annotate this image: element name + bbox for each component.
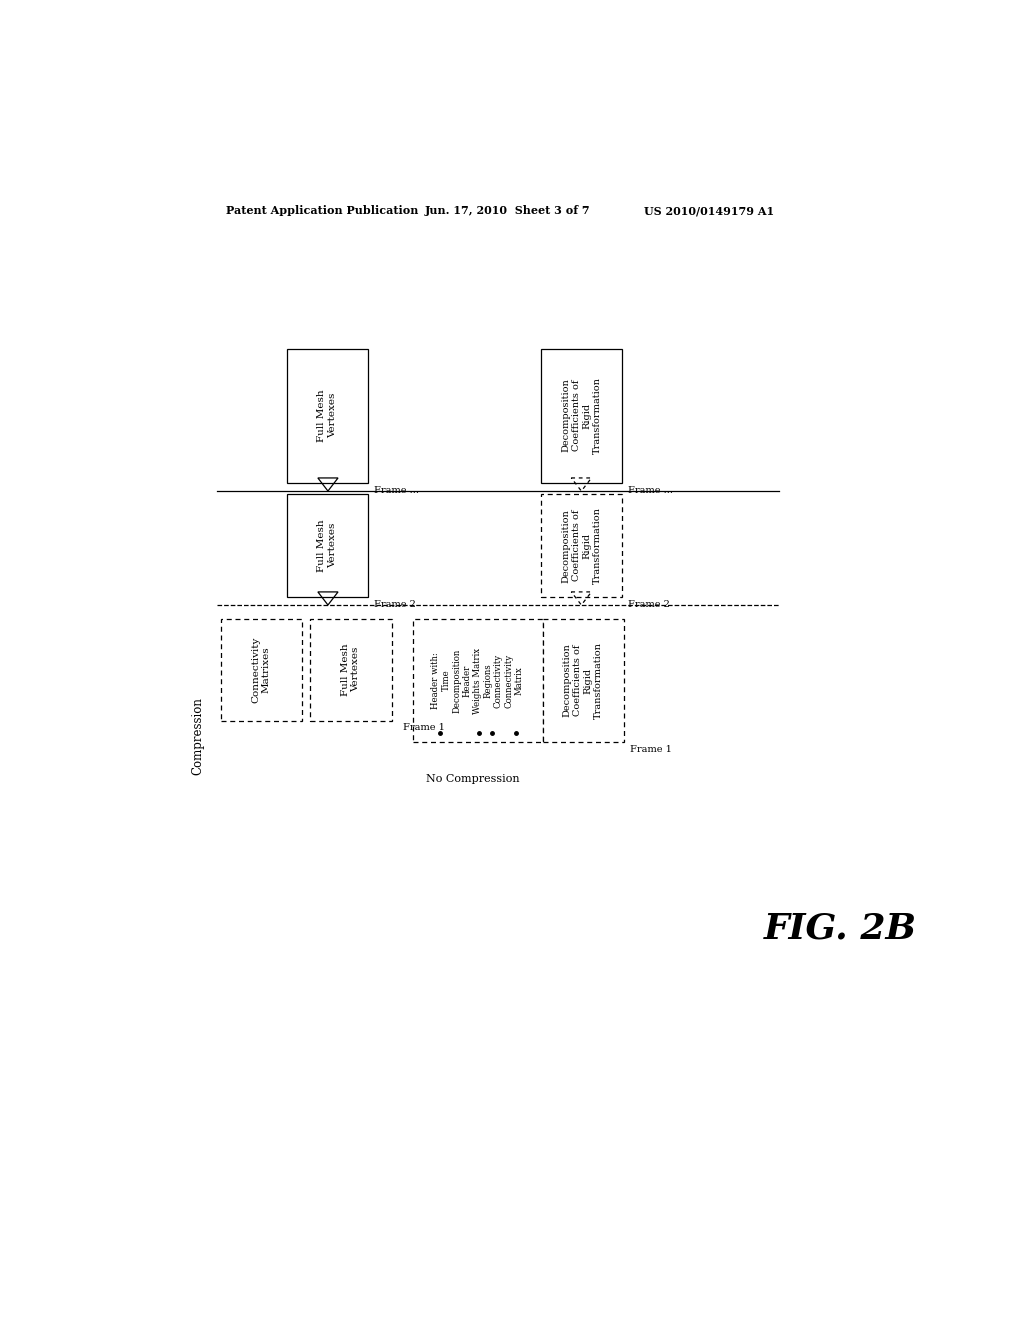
Text: Frame 1: Frame 1 <box>630 744 672 754</box>
Bar <box>541 348 623 483</box>
Text: Decomposition
Coefficients of
Rigid
Transformation: Decomposition Coefficients of Rigid Tran… <box>563 642 603 719</box>
Bar <box>287 348 369 483</box>
Text: Patent Application Publication: Patent Application Publication <box>225 206 418 216</box>
Text: Frame 1: Frame 1 <box>403 723 445 731</box>
Text: Connectivity
Matrixes: Connectivity Matrixes <box>252 636 271 702</box>
Bar <box>287 494 369 598</box>
Text: US 2010/0149179 A1: US 2010/0149179 A1 <box>644 206 774 216</box>
Text: No Compression: No Compression <box>426 775 520 784</box>
Bar <box>414 619 543 742</box>
Bar <box>543 619 624 742</box>
Text: Frame 2: Frame 2 <box>375 601 417 610</box>
Bar <box>310 619 391 721</box>
Text: Frame ...: Frame ... <box>628 487 673 495</box>
Text: Full Mesh
Vertexes: Full Mesh Vertexes <box>317 519 337 572</box>
Text: Full Mesh
Vertexes: Full Mesh Vertexes <box>341 643 360 696</box>
Text: Header with:
Time
Decomposition
Header
Weights Matrix
Regions
Connectivity
Conne: Header with: Time Decomposition Header W… <box>431 647 523 714</box>
Text: Full Mesh
Vertexes: Full Mesh Vertexes <box>317 389 337 442</box>
Text: Decomposition
Coefficients of
Rigid
Transformation: Decomposition Coefficients of Rigid Tran… <box>561 507 601 585</box>
Text: Decomposition
Coefficients of
Rigid
Transformation: Decomposition Coefficients of Rigid Tran… <box>561 378 601 454</box>
Text: Jun. 17, 2010  Sheet 3 of 7: Jun. 17, 2010 Sheet 3 of 7 <box>425 206 591 216</box>
Text: FIG. 2B: FIG. 2B <box>764 911 916 945</box>
Bar <box>541 494 623 598</box>
Bar <box>221 619 302 721</box>
Text: Compression: Compression <box>191 697 204 775</box>
Text: Frame 2: Frame 2 <box>628 601 670 610</box>
Text: Frame ...: Frame ... <box>375 487 420 495</box>
